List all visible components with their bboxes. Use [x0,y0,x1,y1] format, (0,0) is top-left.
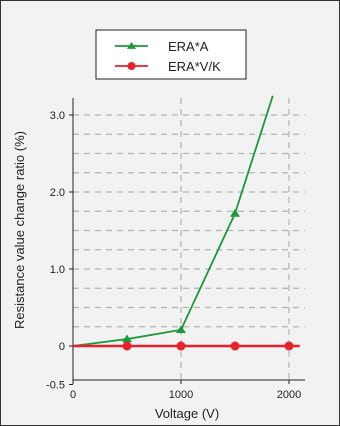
x-axis-label: Voltage (V) [155,406,219,421]
data-point-marker [176,341,186,351]
data-point-marker [122,334,132,343]
data-point-marker [122,341,132,351]
y-tick-label: -0.5 [46,380,65,392]
y-tick-label: 3.0 [50,110,65,122]
data-point-marker [284,341,294,351]
legend: ERA*A ERA*V/K [95,29,247,80]
x-tick-label: 0 [70,389,76,401]
legend-label: ERA*A [168,39,209,54]
x-tick-label: 2000 [277,389,301,401]
data-point-marker [230,209,240,217]
series-layer [72,95,300,351]
legend-box [95,29,247,80]
x-tick-label: 1000 [169,389,193,401]
y-tick-label: 0 [59,341,65,353]
axes-layer: -0.5 0 1.0 2.0 3.0 0 1000 2000 [46,98,305,401]
data-point-marker [176,325,186,333]
y-tick-label: 1.0 [50,264,65,276]
y-tick-label: 2.0 [50,187,65,199]
grid-layer [73,98,305,380]
legend-swatch-marker [127,62,136,70]
y-axis-label: Resistance value change ratio (%) [12,131,27,329]
data-point-marker [230,341,240,351]
legend-swatch-marker [127,41,136,49]
legend-label: ERA*V/K [168,59,221,74]
series-line-1 [72,95,274,347]
